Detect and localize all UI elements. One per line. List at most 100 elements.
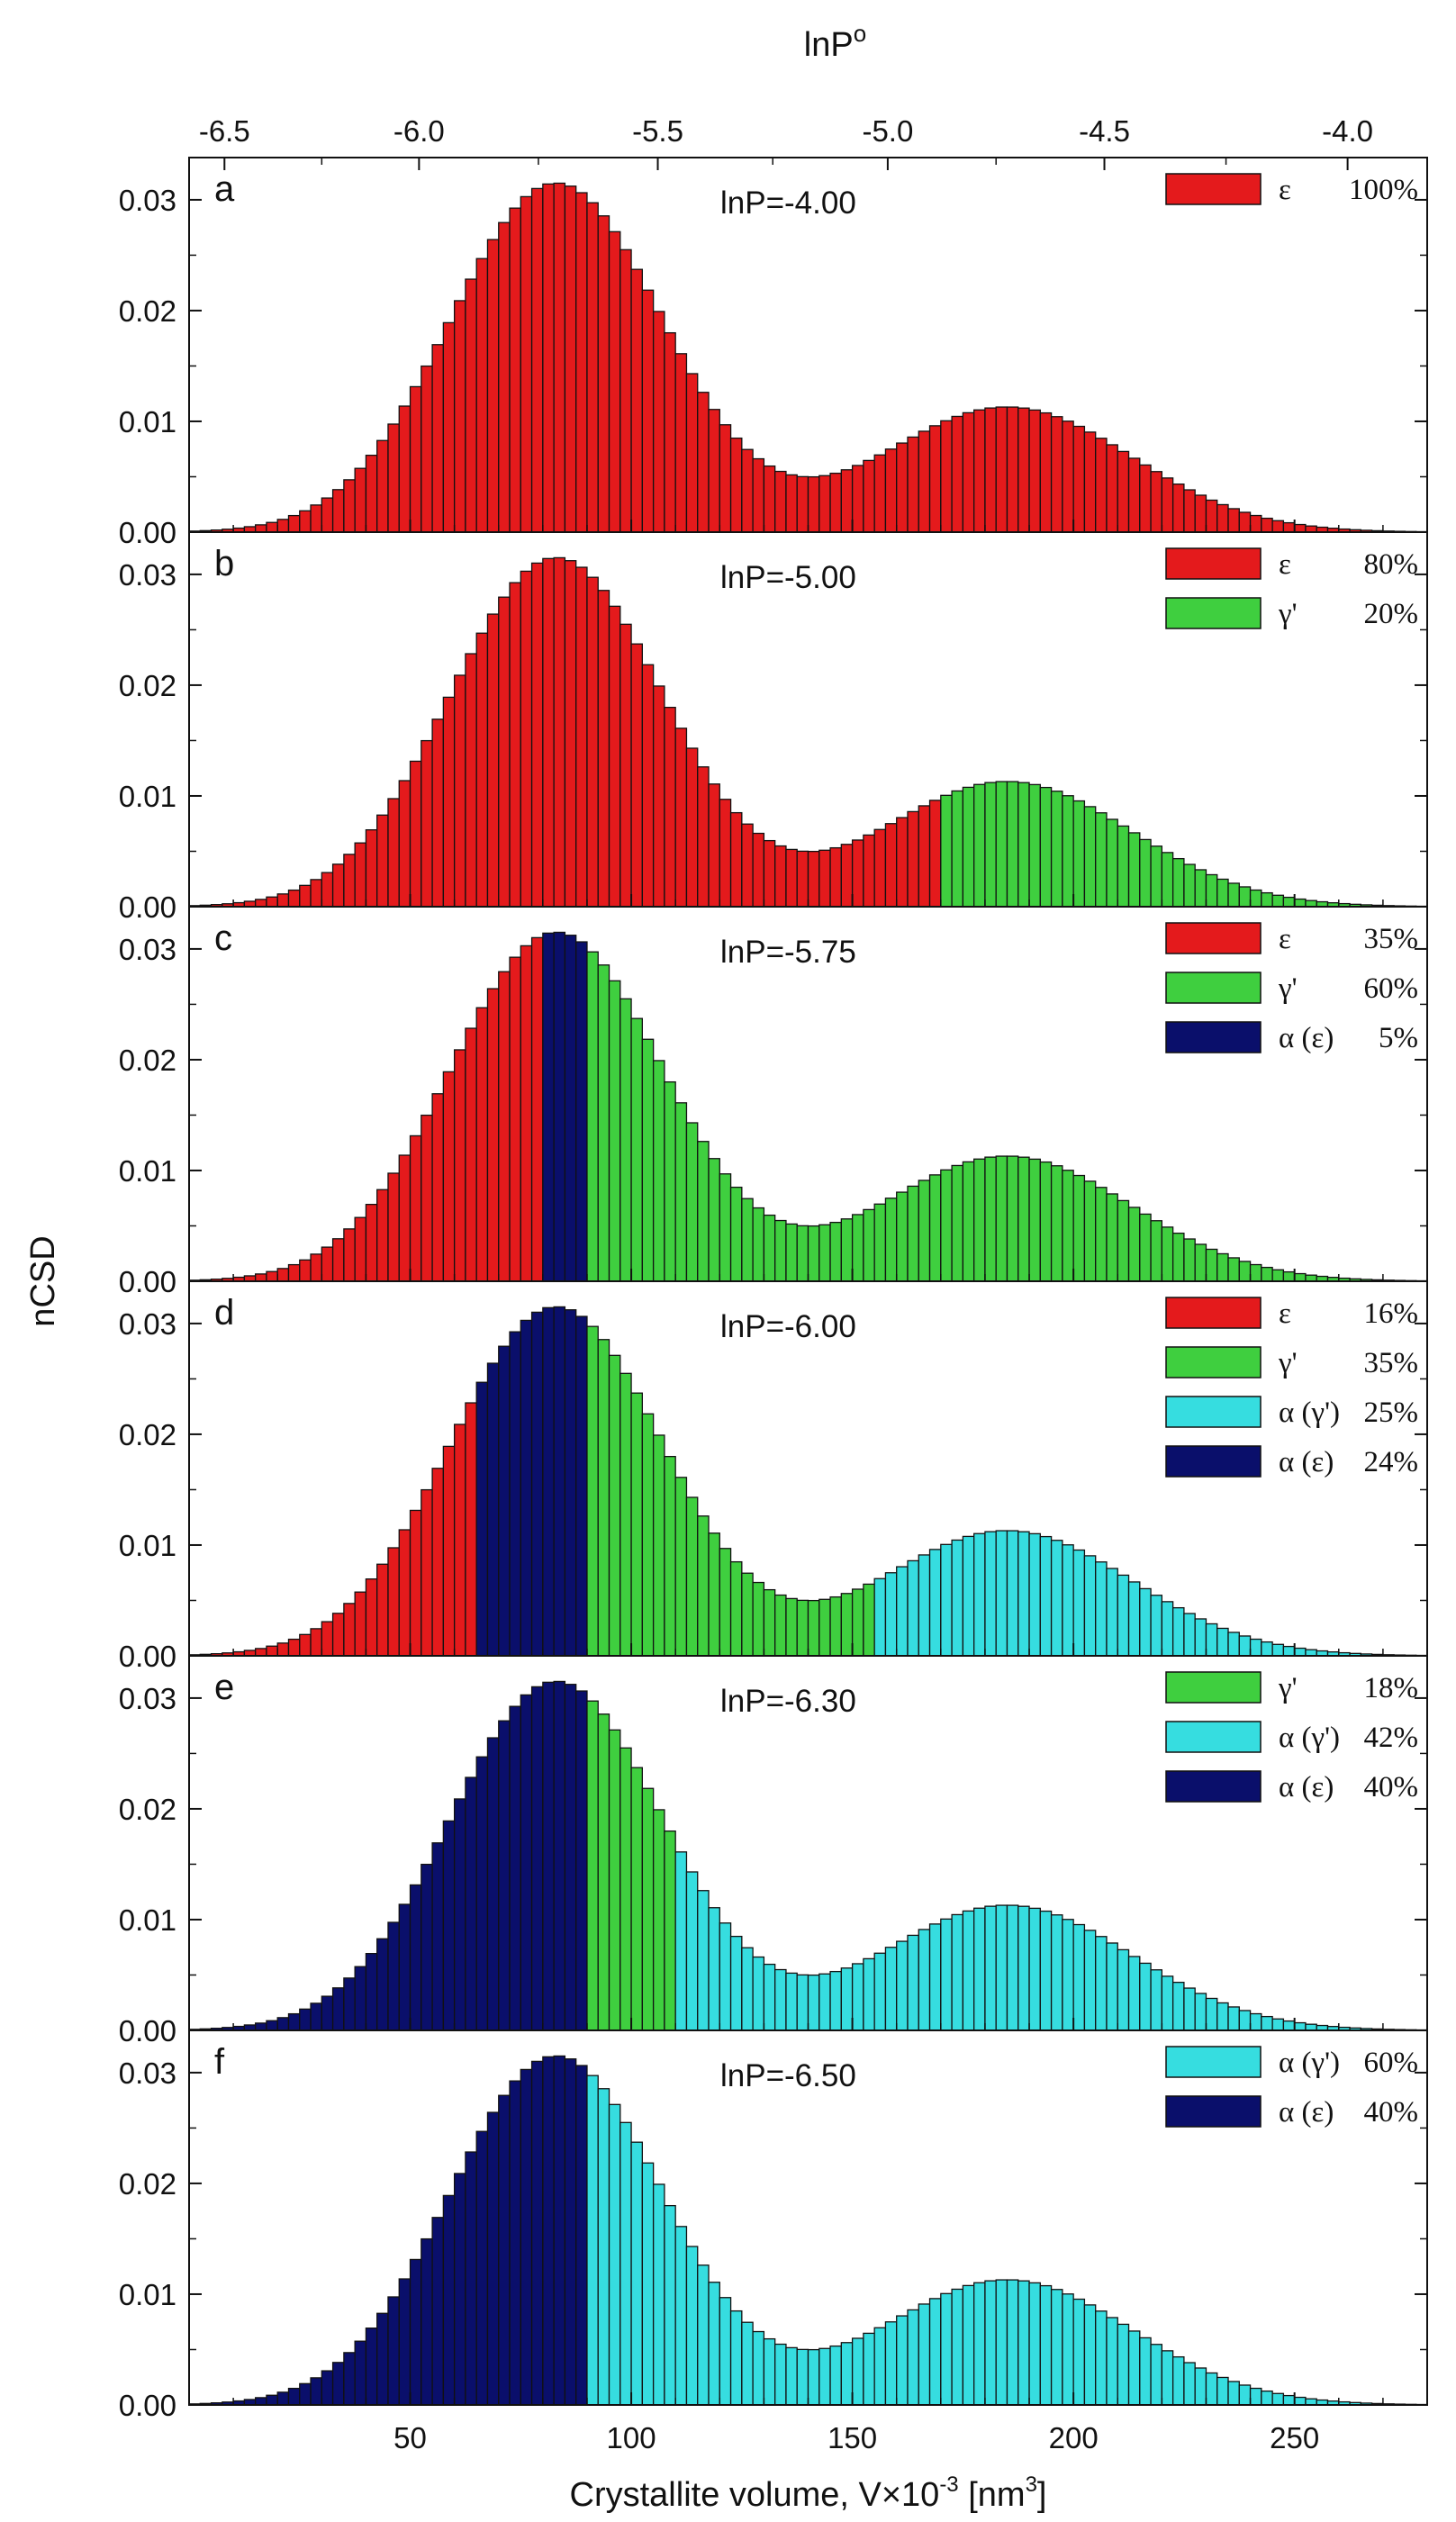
legend-percent: 25%: [1364, 1397, 1419, 1429]
bar: [530, 562, 544, 908]
x-tick-label: 50: [393, 2421, 427, 2454]
bar: [884, 2321, 898, 2406]
bar: [1249, 2387, 1262, 2406]
bar: [431, 1842, 445, 2031]
panel-e: 0.00 0.01 0.02 0.03 e lnP=-6.30 γ' 18% α (γ') 42%…: [119, 1655, 1428, 2047]
bar: [509, 582, 521, 908]
bar: [520, 570, 533, 908]
bar: [498, 221, 511, 533]
bar: [376, 1938, 389, 2031]
bar: [1050, 791, 1063, 908]
bar: [520, 945, 533, 1282]
legend-percent: 5%: [1379, 1022, 1418, 1054]
bar: [520, 1319, 533, 1657]
bar: [1139, 464, 1152, 533]
bar: [387, 1547, 400, 1657]
bar: [1216, 878, 1229, 908]
bar: [409, 1509, 422, 1657]
bar: [774, 470, 787, 533]
bar: [1039, 1161, 1053, 1282]
bar: [995, 1155, 1008, 1282]
bar: [873, 454, 887, 533]
bar: [685, 2246, 699, 2406]
legend-phase: γ': [1278, 972, 1298, 1005]
bar: [1028, 1158, 1041, 1282]
bar: [1271, 520, 1285, 533]
bar: [387, 798, 400, 908]
bar: [586, 1325, 599, 1657]
panel-a: 0.00 0.01 0.02 0.03 a lnP=-4.00 ε 100%: [119, 157, 1428, 549]
bar: [641, 1787, 655, 2031]
bar: [1028, 1907, 1041, 2031]
bar: [984, 1531, 997, 1657]
bar: [973, 409, 986, 533]
bar: [851, 1963, 864, 2031]
bar: [1039, 411, 1053, 533]
bar: [310, 2002, 322, 2031]
bar: [1261, 891, 1273, 908]
bar: [619, 998, 632, 1282]
bar: [719, 1922, 732, 2031]
bar: [608, 1354, 621, 1657]
bar: [1171, 1606, 1185, 1657]
bar: [840, 469, 854, 533]
bar: [398, 2278, 411, 2406]
bar: [1161, 852, 1174, 908]
bar: [1183, 1987, 1196, 2031]
bar: [928, 2298, 942, 2406]
bar: [1282, 2020, 1296, 2031]
bar: [1238, 2384, 1252, 2406]
bar: [498, 971, 511, 1282]
bar: [1282, 2394, 1296, 2406]
top-tick-label: -6.5: [199, 114, 250, 148]
bar: [266, 521, 278, 533]
bar: [276, 1642, 290, 1657]
bar: [299, 1633, 312, 1657]
bar: [1006, 1530, 1019, 1657]
bar: [321, 497, 334, 533]
y-tick-label: 0.02: [119, 1418, 176, 1451]
bar: [829, 472, 842, 533]
bar: [928, 1923, 942, 2031]
bar: [1227, 1257, 1240, 1282]
bar: [664, 1455, 676, 1657]
legend-percent: 20%: [1364, 598, 1419, 630]
bar: [597, 964, 610, 1282]
bar: [973, 1532, 986, 1657]
bar: [1271, 894, 1285, 908]
bar: [1238, 1261, 1252, 1282]
bar: [818, 1973, 831, 2031]
panel-annotation: lnP=-6.30: [720, 1684, 856, 1719]
top-tick-label: -4.0: [1322, 114, 1373, 148]
bar: [597, 1713, 610, 2031]
bar: [619, 1747, 632, 2031]
bar: [1117, 1574, 1130, 1657]
bar: [331, 2362, 345, 2406]
bar: [829, 1221, 842, 1282]
legend-swatch-alpha_gamma: [1165, 1396, 1262, 1428]
legend-swatch-eps: [1165, 547, 1262, 580]
legend-phase: α (γ'): [1279, 1722, 1340, 1754]
bar: [641, 289, 655, 533]
bar: [918, 1929, 931, 2031]
bar: [266, 1645, 278, 1657]
bar: [310, 504, 322, 533]
bar: [1194, 1243, 1207, 1282]
x-tick-label: 250: [1270, 2421, 1319, 2454]
panel-d-legend: ε 16% γ' 35% α (γ') 25% α (ε) 24%: [1165, 1297, 1419, 1478]
panel-c-legend: ε 35% γ' 60% α (ε) 5%: [1165, 922, 1418, 1054]
bar: [1216, 2376, 1229, 2406]
bar: [1294, 2021, 1307, 2031]
panel-f-legend: α (γ') 60% α (ε) 40%: [1165, 2046, 1418, 2129]
bar: [729, 1560, 743, 1657]
bar: [1271, 2018, 1285, 2031]
bar: [1194, 1618, 1207, 1657]
bar: [398, 1903, 411, 2031]
bar: [1017, 782, 1030, 908]
bar: [763, 465, 776, 533]
legend-phase: α (ε): [1279, 1771, 1334, 1803]
y-tick-label: 0.01: [119, 405, 176, 438]
bar: [685, 373, 699, 533]
bar: [973, 783, 986, 908]
bar: [1282, 896, 1296, 908]
